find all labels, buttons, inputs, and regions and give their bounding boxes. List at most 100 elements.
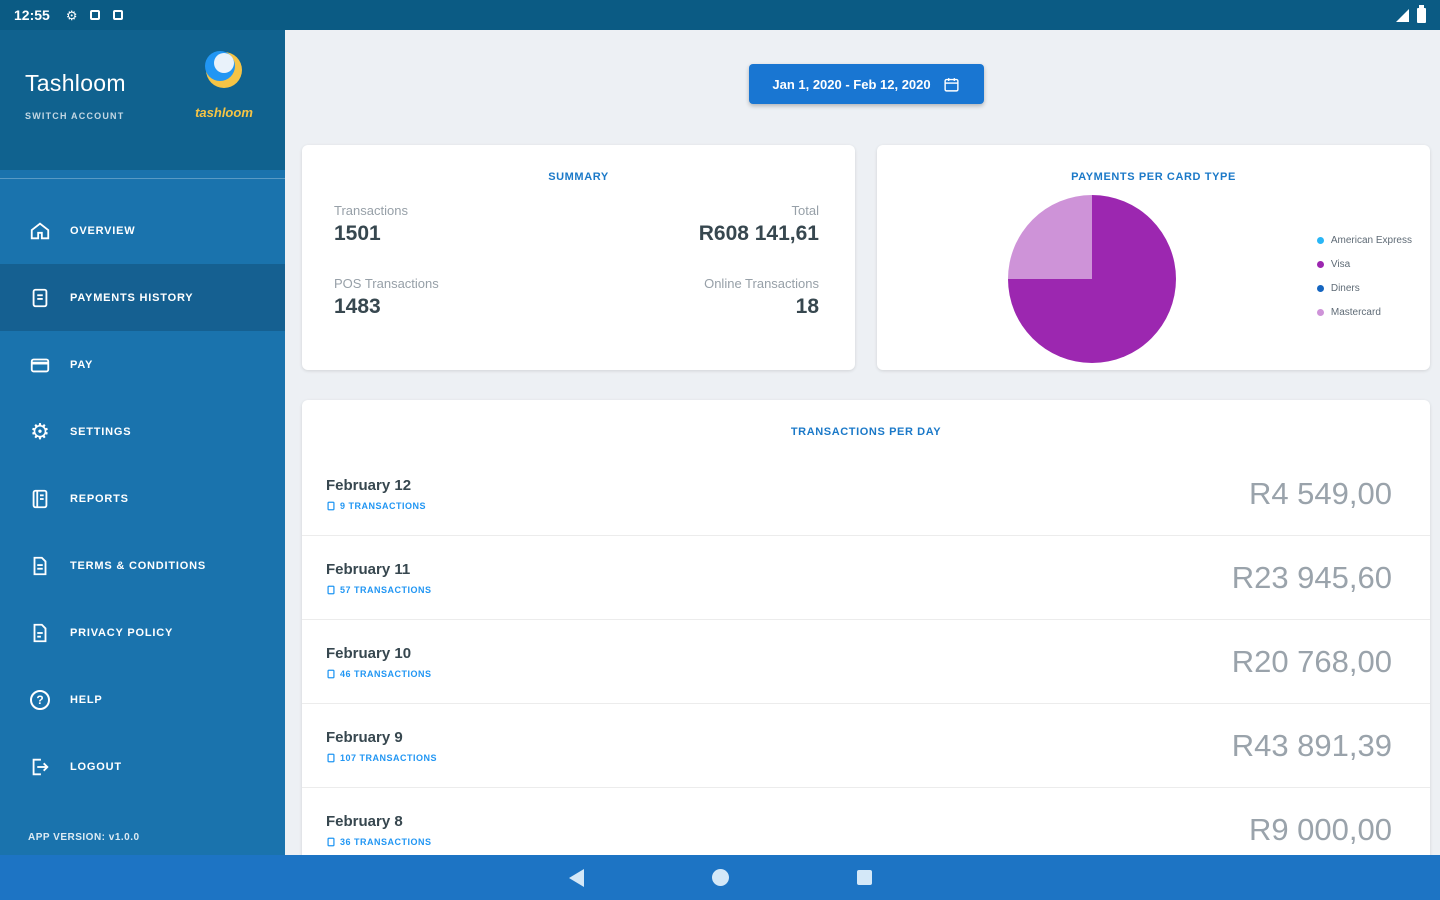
summary-transactions: Transactions 1501 xyxy=(334,203,577,246)
gear-icon: ⚙ xyxy=(30,418,50,444)
logo-text: tashloom xyxy=(195,105,253,120)
switch-account-button[interactable]: SWITCH ACCOUNT xyxy=(25,111,125,121)
summary-online: Online Transactions 18 xyxy=(577,276,819,319)
app-icon-1 xyxy=(90,10,101,20)
sidebar-header: Tashloom SWITCH ACCOUNT tashloom xyxy=(0,30,285,170)
legend-dot-amex xyxy=(1316,237,1324,244)
calendar-icon xyxy=(944,77,959,92)
legend-item-diners: Diners xyxy=(1316,283,1412,294)
signal-icon xyxy=(1396,8,1409,22)
gear-icon: ⚙ xyxy=(65,7,78,23)
sidebar-item-label: PRIVACY POLICY xyxy=(70,626,174,639)
amount-value: R20 768,00 xyxy=(1231,643,1392,679)
amount-value: R43 891,39 xyxy=(1231,727,1392,763)
table-row[interactable]: February 9 107 TRANSACTIONS R43 891,39 xyxy=(302,704,1430,788)
status-bar: 12:55 ⚙ xyxy=(0,0,1440,30)
help-icon: ? xyxy=(28,688,52,712)
credit-card-icon xyxy=(28,353,52,377)
receipt-icon xyxy=(327,501,335,510)
sidebar-item-label: PAY xyxy=(70,358,94,371)
online-value: 18 xyxy=(795,295,819,318)
main-content: Jan 1, 2020 - Feb 12, 2020 SUMMARY Trans… xyxy=(285,30,1440,855)
legend-dot-mastercard xyxy=(1316,309,1324,316)
terms-document-icon xyxy=(28,554,52,578)
legend-item-visa: Visa xyxy=(1316,259,1412,270)
pie-chart xyxy=(1008,195,1176,363)
legend-item-amex: American Express xyxy=(1316,235,1412,246)
transaction-count-badge: 9 TRANSACTIONS xyxy=(326,501,426,511)
amount-value: R23 945,60 xyxy=(1231,559,1392,595)
receipt-icon xyxy=(327,669,335,678)
day-label: February 11 xyxy=(326,560,411,578)
payments-history-icon xyxy=(28,286,52,310)
sidebar-item-settings[interactable]: ⚙ SETTINGS xyxy=(0,398,285,465)
sidebar-item-terms[interactable]: TERMS & CONDITIONS xyxy=(0,532,285,599)
transactions-label: Transactions xyxy=(334,203,408,218)
sidebar-item-payments-history[interactable]: PAYMENTS HISTORY xyxy=(0,264,285,331)
transaction-count-badge: 46 TRANSACTIONS xyxy=(326,669,432,679)
date-range-button[interactable]: Jan 1, 2020 - Feb 12, 2020 xyxy=(748,64,984,104)
summary-card: SUMMARY Transactions 1501 Total R608 141… xyxy=(302,145,855,370)
card-type-card: PAYMENTS PER CARD TYPE American Express … xyxy=(877,145,1430,370)
app-name: Tashloom xyxy=(25,70,126,96)
total-label: Total xyxy=(791,203,819,218)
sidebar: Tashloom SWITCH ACCOUNT tashloom OVERVIE… xyxy=(0,30,285,855)
app-icon-2 xyxy=(113,10,124,20)
transaction-count-badge: 36 TRANSACTIONS xyxy=(326,837,432,847)
recents-icon[interactable] xyxy=(856,870,872,885)
total-value: R608 141,61 xyxy=(698,222,819,245)
logout-icon xyxy=(28,755,52,779)
legend-dot-diners xyxy=(1316,285,1324,292)
date-range-label: Jan 1, 2020 - Feb 12, 2020 xyxy=(772,76,931,92)
table-row[interactable]: February 8 36 TRANSACTIONS R9 000,00 xyxy=(302,788,1430,855)
sidebar-item-reports[interactable]: REPORTS xyxy=(0,465,285,532)
table-row[interactable]: February 12 9 TRANSACTIONS R4 549,00 xyxy=(302,452,1430,536)
day-label: February 10 xyxy=(326,644,412,662)
sidebar-item-privacy[interactable]: PRIVACY POLICY xyxy=(0,599,285,666)
pie-legend: American Express Visa Diners Mastercard xyxy=(1316,235,1412,318)
sidebar-item-label: TERMS & CONDITIONS xyxy=(70,559,207,572)
pos-value: 1483 xyxy=(334,295,381,318)
sidebar-item-logout[interactable]: LOGOUT xyxy=(0,733,285,800)
table-row[interactable]: February 10 46 TRANSACTIONS R20 768,00 xyxy=(302,620,1430,704)
amount-value: R9 000,00 xyxy=(1248,812,1392,847)
sidebar-divider xyxy=(0,178,285,179)
sidebar-item-help[interactable]: ? HELP xyxy=(0,666,285,733)
card-type-title: PAYMENTS PER CARD TYPE xyxy=(1071,171,1236,183)
transaction-count-badge: 107 TRANSACTIONS xyxy=(326,753,437,763)
sidebar-item-overview[interactable]: OVERVIEW xyxy=(0,197,285,264)
app-logo: tashloom xyxy=(185,48,263,120)
pos-label: POS Transactions xyxy=(334,276,439,291)
receipt-icon xyxy=(327,585,335,594)
sidebar-menu: OVERVIEW PAYMENTS HISTORY PAY ⚙ SETTINGS xyxy=(0,197,285,800)
android-nav-bar xyxy=(0,855,1440,900)
transaction-rows: February 12 9 TRANSACTIONS R4 549,00 Feb… xyxy=(302,452,1430,855)
sidebar-item-pay[interactable]: PAY xyxy=(0,331,285,398)
sidebar-item-label: REPORTS xyxy=(70,492,129,505)
amount-value: R4 549,00 xyxy=(1248,475,1392,511)
legend-dot-visa xyxy=(1316,261,1324,268)
transactions-per-day-title: TRANSACTIONS PER DAY xyxy=(790,426,942,438)
day-label: February 8 xyxy=(326,813,403,830)
transactions-per-day-card: TRANSACTIONS PER DAY February 12 9 TRANS… xyxy=(302,400,1430,855)
battery-icon xyxy=(1417,4,1426,23)
sidebar-item-label: HELP xyxy=(70,693,103,706)
status-time: 12:55 xyxy=(14,7,50,23)
sidebar-item-label: PAYMENTS HISTORY xyxy=(70,291,194,304)
reports-icon xyxy=(28,487,52,511)
transaction-count-badge: 57 TRANSACTIONS xyxy=(326,585,432,595)
summary-title: SUMMARY xyxy=(548,171,609,183)
table-row[interactable]: February 11 57 TRANSACTIONS R23 945,60 xyxy=(302,536,1430,620)
sidebar-item-label: SETTINGS xyxy=(70,425,132,438)
privacy-document-icon xyxy=(28,621,52,645)
summary-pos: POS Transactions 1483 xyxy=(334,276,577,319)
legend-item-mastercard: Mastercard xyxy=(1316,307,1412,318)
day-label: February 12 xyxy=(326,476,412,494)
transactions-value: 1501 xyxy=(334,222,381,245)
home-icon[interactable] xyxy=(711,869,729,886)
summary-total: Total R608 141,61 xyxy=(577,203,819,246)
receipt-icon xyxy=(327,837,335,847)
logo-swirl-icon xyxy=(205,51,242,88)
back-icon[interactable] xyxy=(568,868,584,887)
